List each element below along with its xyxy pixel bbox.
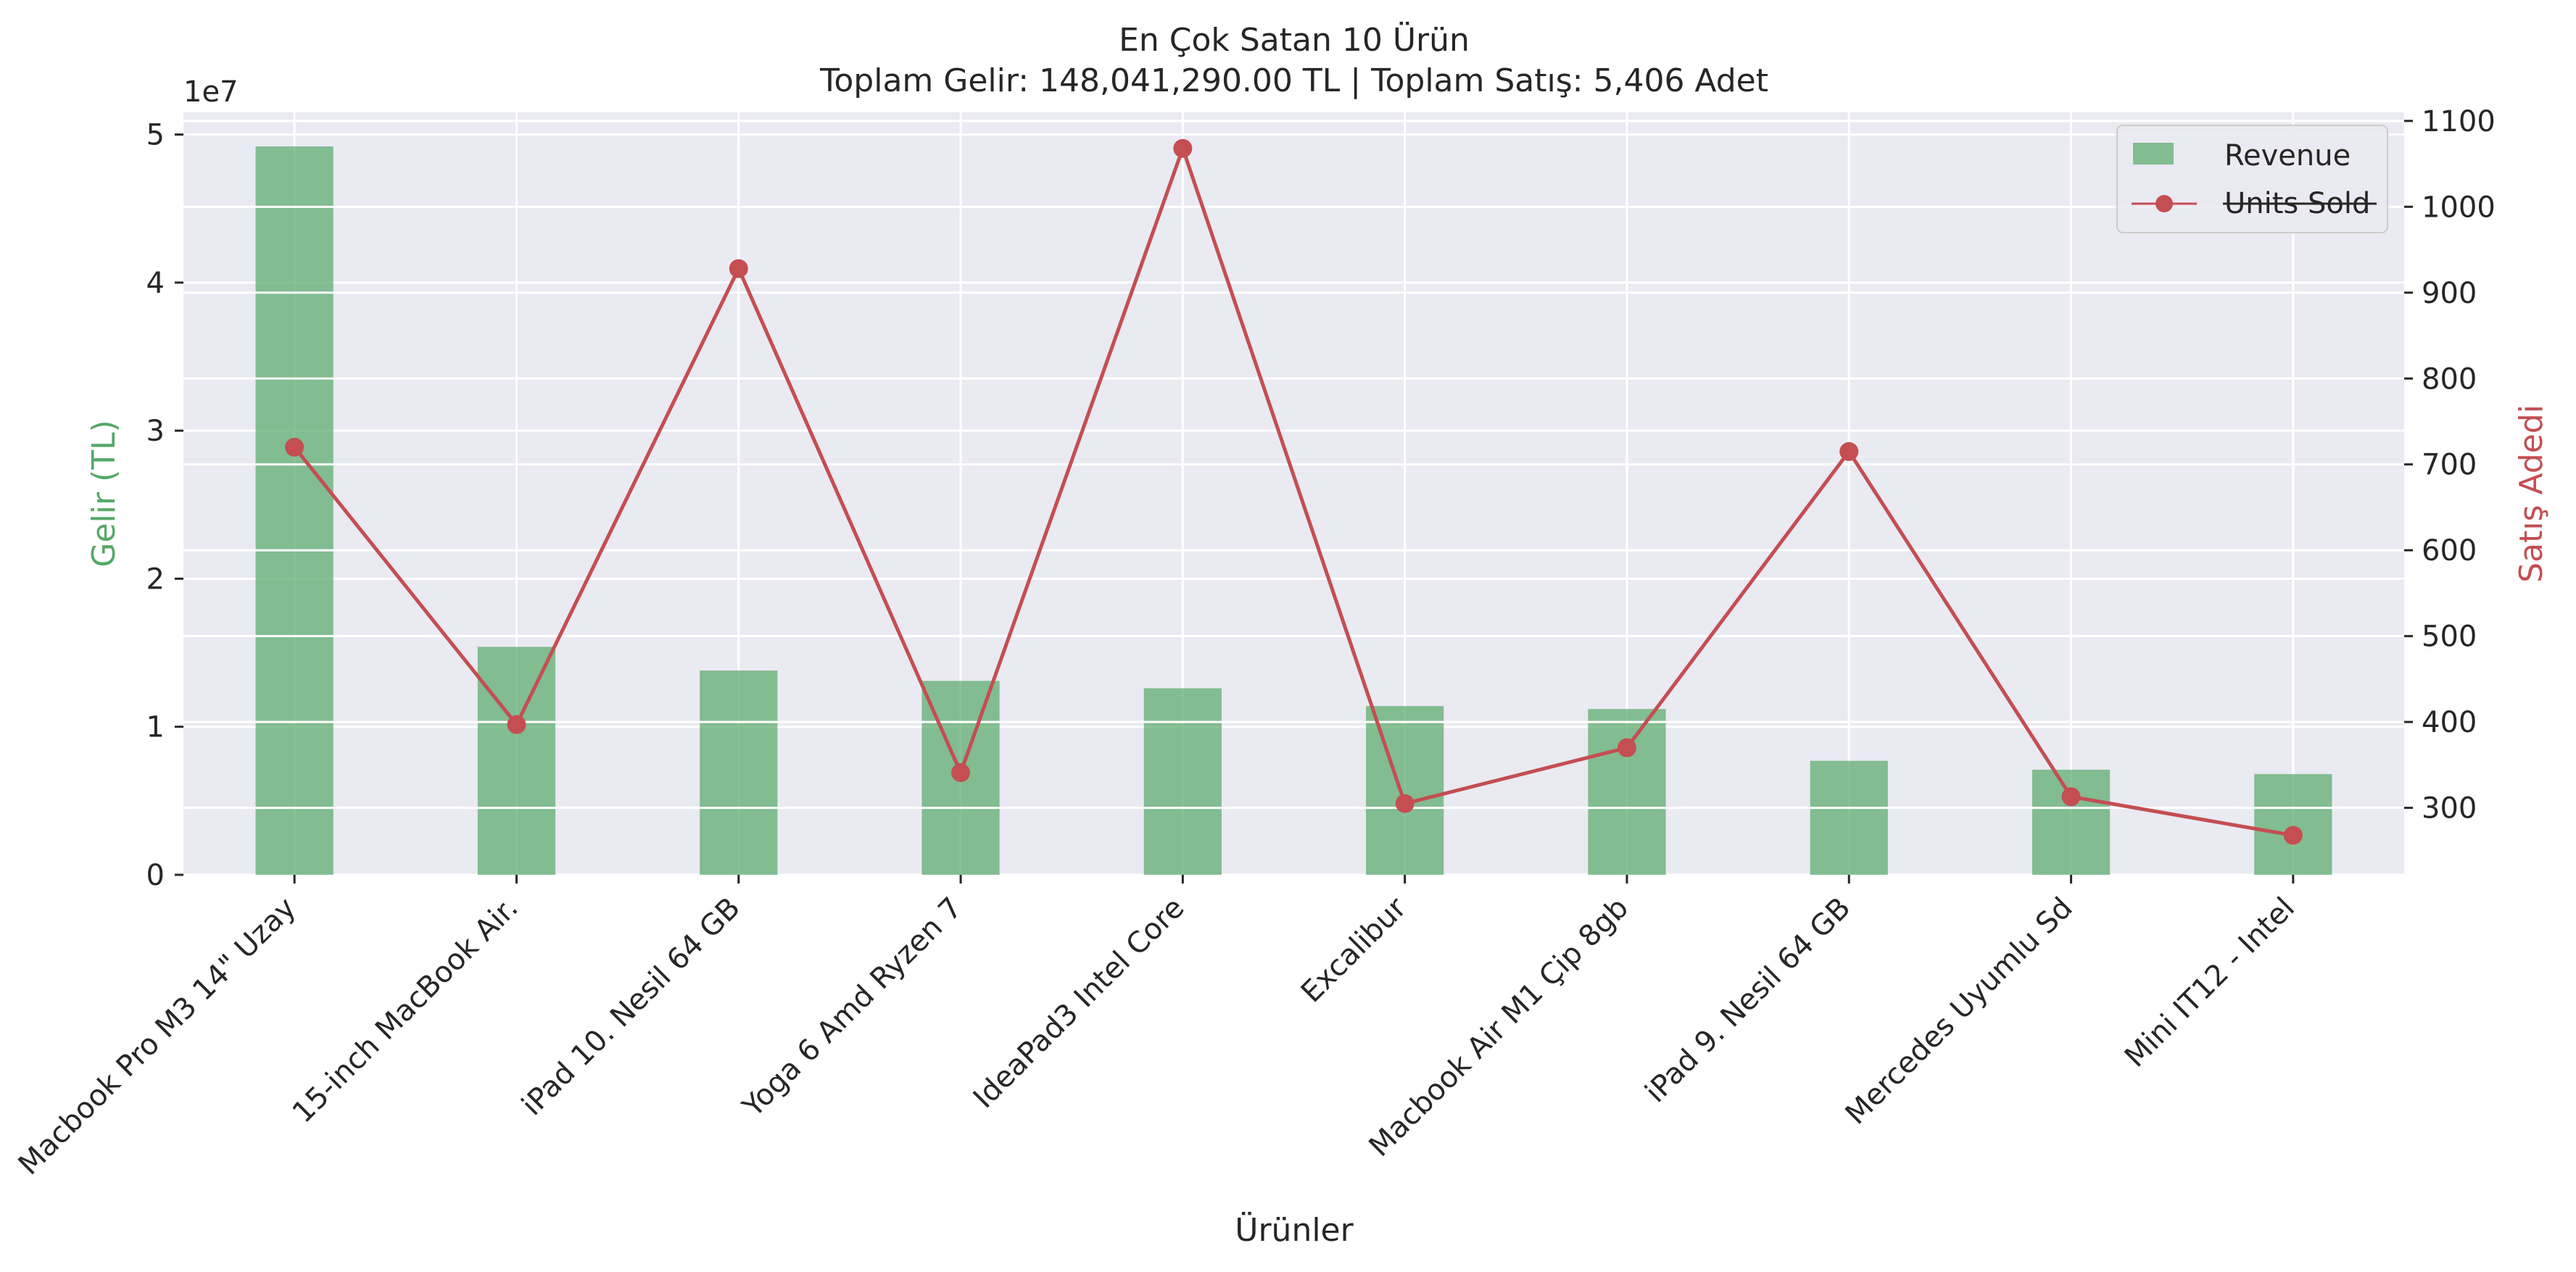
y-right-tick-label: 1000 xyxy=(2422,191,2496,224)
y-right-tick-label: 800 xyxy=(2422,362,2477,396)
x-tick-label: Macbook Pro M3 14" Uzay xyxy=(12,891,303,1182)
units-sold-point xyxy=(507,715,526,734)
legend-revenue-label: Revenue xyxy=(2224,139,2351,172)
units-sold-point xyxy=(951,763,971,783)
x-tick-label: Macbook Air M1 Çip 8gb xyxy=(1363,891,1635,1163)
legend: Revenue Units Sold xyxy=(2116,125,2388,233)
y-right-tick-label: 900 xyxy=(2422,277,2477,310)
x-tick-label: IdeaPad3 Intel Core xyxy=(967,891,1191,1115)
y-left-tick-label: 1 xyxy=(146,711,165,744)
units-sold-point xyxy=(1839,441,1859,461)
units-sold-polyline xyxy=(293,146,2294,837)
x-tick-label: 15-inch MacBook Air. xyxy=(286,891,525,1130)
x-tick-label: iPad 10. Nesil 64 GB xyxy=(515,891,747,1123)
y-right-tick-label: 1100 xyxy=(2422,105,2496,138)
y-left-tick-label: 3 xyxy=(146,415,165,448)
units-sold-point xyxy=(1395,794,1415,813)
y-right-tick-label: 400 xyxy=(2422,706,2477,739)
y-left-tick-label: 5 xyxy=(146,119,165,152)
x-tick-label: Mercedes Uyumlu Sd xyxy=(1839,891,2079,1131)
chart-subtitle: Toplam Gelir: 148,041,290.00 TL | Toplam… xyxy=(819,62,1768,99)
y-left-tick-label: 2 xyxy=(146,562,165,596)
revenue-bar xyxy=(700,670,778,875)
units-sold-point xyxy=(729,259,748,278)
x-axis-label: Ürünler xyxy=(1235,1211,1354,1249)
revenue-bar xyxy=(477,647,556,875)
chart-title: En Çok Satan 10 Ürün xyxy=(1119,21,1470,59)
y-right-tick-label: 300 xyxy=(2422,792,2477,826)
y-right-tick-label: 700 xyxy=(2422,449,2477,482)
units-sold-point xyxy=(1173,138,1193,158)
x-tick-label: Mini IT12 - Intel xyxy=(2119,891,2301,1074)
x-tick-label: iPad 9. Nesil 64 GB xyxy=(1639,891,1858,1110)
units-sold-point xyxy=(2061,787,2081,807)
units-sold-point xyxy=(2283,826,2303,845)
revenue-bar xyxy=(1810,760,1888,875)
y-axis-left-label: Gelir (TL) xyxy=(86,420,123,567)
legend-box xyxy=(2116,125,2388,233)
revenue-bar xyxy=(1588,709,1666,875)
x-tick-label: Yoga 6 Amd Ryzen 7 xyxy=(736,891,969,1124)
revenue-bars xyxy=(255,146,2332,875)
revenue-bar xyxy=(1366,706,1444,875)
right-axis-grid-lines xyxy=(183,120,2404,810)
units-sold-point xyxy=(285,438,305,457)
revenue-bar xyxy=(2032,769,2111,875)
y-right-tick-label: 500 xyxy=(2422,620,2477,654)
x-tick-label: Excalibur xyxy=(1295,891,1413,1009)
revenue-bar xyxy=(1143,688,1222,875)
units-sold-line xyxy=(285,138,2303,845)
y-left-tick-label: 4 xyxy=(146,267,165,300)
revenue-bar xyxy=(2254,774,2332,875)
y-left-tick-label: 0 xyxy=(146,859,165,892)
legend-revenue-swatch xyxy=(2133,143,2174,165)
y-axis-left-offset-text: 1e7 xyxy=(183,75,239,109)
y-axis-right-label: Satış Adedi xyxy=(2513,404,2550,583)
y-right-tick-label: 600 xyxy=(2422,534,2477,568)
units-sold-point xyxy=(1617,738,1636,757)
revenue-bar xyxy=(255,146,334,875)
legend-units-marker xyxy=(2155,195,2173,212)
